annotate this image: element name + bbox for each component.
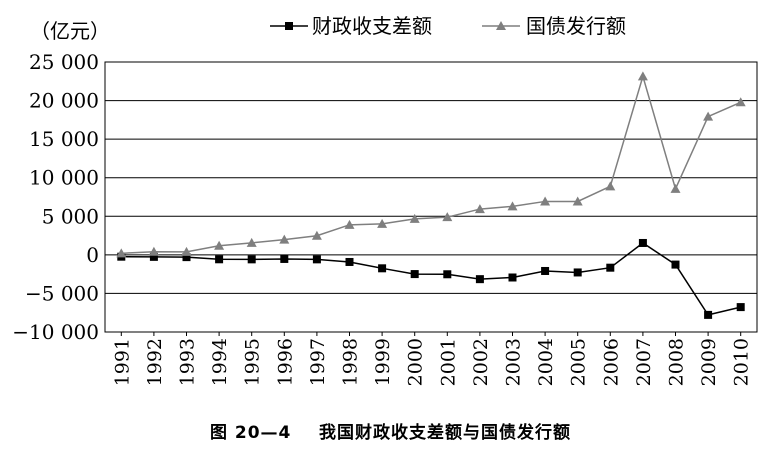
x-tick-label: 1994	[209, 338, 231, 386]
legend-marker	[285, 22, 293, 30]
x-tick-label: 2009	[698, 338, 720, 386]
data-point	[573, 268, 582, 277]
data-point	[182, 253, 191, 262]
data-point	[311, 230, 322, 240]
y-tick-label: 25 000	[29, 50, 99, 74]
data-point	[442, 212, 453, 222]
x-tick-label: 1992	[144, 338, 166, 386]
series-line	[121, 242, 741, 316]
data-point	[606, 263, 615, 272]
figure-title: 我国财政收支差额与国债发行额	[319, 423, 572, 443]
data-point	[148, 246, 159, 256]
data-point	[409, 213, 420, 223]
unit-label: （亿元）	[30, 19, 110, 43]
legend: 财政收支差额 国债发行额	[270, 14, 626, 38]
data-point	[344, 219, 355, 229]
data-point	[508, 273, 517, 282]
data-point	[475, 275, 484, 284]
data-point	[735, 97, 746, 107]
data-point	[214, 240, 225, 250]
data-point	[279, 234, 290, 244]
data-point	[703, 111, 714, 121]
data-point	[572, 196, 583, 206]
x-tick-label: 1997	[307, 338, 329, 386]
x-tick-label: 2002	[470, 338, 492, 386]
plot-frame	[104, 61, 758, 333]
gridlines	[105, 61, 757, 333]
data-point	[181, 246, 192, 256]
chart-svg: 25 000 20 000 15 000 10 000 5 000 0 −5 000 −10 …	[12, 14, 758, 386]
y-tick-label: 20 000	[29, 89, 99, 113]
data-point	[377, 218, 388, 228]
y-tick-label: 5 000	[42, 204, 99, 228]
x-tick-label: 2000	[405, 338, 427, 386]
data-point	[443, 270, 452, 279]
data-point	[246, 237, 257, 247]
data-point	[410, 270, 419, 279]
data-point	[507, 201, 518, 211]
x-tick-label: 2010	[731, 338, 753, 386]
data-point	[637, 71, 648, 81]
x-tick-label: 1999	[372, 338, 394, 386]
data-point	[541, 266, 550, 275]
data-point	[670, 183, 681, 193]
y-tick-label: 15 000	[29, 127, 99, 151]
x-tick-label: 2008	[666, 338, 688, 386]
series-layer	[116, 71, 746, 319]
data-point	[345, 257, 354, 266]
x-tick-label: 2001	[437, 338, 459, 386]
data-point	[540, 196, 551, 206]
data-point	[638, 238, 647, 247]
data-point	[378, 264, 387, 273]
x-tick-label: 2006	[600, 338, 622, 386]
y-tick-label: 10 000	[29, 166, 99, 190]
x-tick-label: 2005	[568, 338, 590, 386]
data-point	[247, 255, 256, 264]
x-axis-ticks: 1991 1992 1993 1994 1995 1996 1997 1998 1999 2000…	[111, 332, 753, 386]
series-line	[121, 73, 742, 255]
y-axis-ticks: 25 000 20 000 15 000 10 000 5 000 0 −5 000 −10 …	[12, 50, 99, 344]
x-tick-label: 2007	[633, 338, 655, 386]
legend-label: 国债发行额	[526, 14, 626, 38]
x-tick-label: 1991	[111, 338, 133, 386]
x-tick-label: 2003	[503, 338, 525, 386]
data-point	[215, 255, 224, 264]
data-point	[312, 255, 321, 264]
data-point	[736, 303, 745, 312]
data-point	[116, 248, 127, 258]
x-tick-label: 2004	[535, 338, 557, 386]
y-tick-label: −10 000	[12, 320, 99, 344]
figure-caption: 图 20—4 我国财政收支差额与国债发行额	[0, 418, 781, 443]
x-tick-label: 1995	[242, 338, 264, 386]
y-tick-label: −5 000	[25, 281, 99, 305]
y-tick-label: 0	[86, 243, 99, 267]
data-point	[671, 260, 680, 269]
data-point	[149, 252, 158, 261]
legend-marker	[496, 21, 506, 30]
data-point	[704, 310, 713, 319]
data-point	[474, 204, 485, 214]
x-tick-label: 1998	[340, 338, 362, 386]
x-tick-label: 1993	[177, 338, 199, 386]
x-tick-label: 1996	[274, 338, 296, 386]
figure-number: 图 20—4	[209, 423, 292, 443]
data-point	[280, 254, 289, 263]
data-point	[605, 181, 616, 191]
legend-label: 财政收支差额	[312, 14, 432, 38]
